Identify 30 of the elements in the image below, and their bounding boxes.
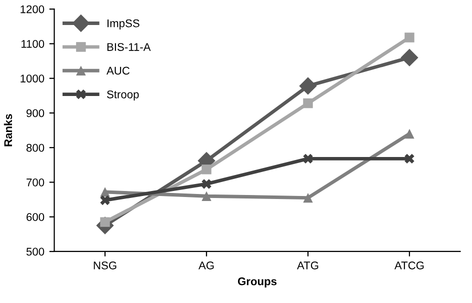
point <box>404 154 414 164</box>
legend-label: Stroop <box>107 90 139 101</box>
point <box>100 195 110 206</box>
point <box>202 164 212 174</box>
point <box>404 32 414 42</box>
y-tick-label: 900 <box>26 109 44 118</box>
point <box>400 48 418 66</box>
legend-label: AUC <box>106 66 130 75</box>
x-tick-label: AG <box>198 262 214 270</box>
y-tick-label: 700 <box>26 178 44 186</box>
point <box>303 192 313 203</box>
point <box>202 179 212 189</box>
y-tick-label: 500 <box>26 248 44 256</box>
y-axis-title: Ranks <box>4 114 12 146</box>
x-tick-label: ATCG <box>394 262 424 270</box>
x-tick-label: NSG <box>94 262 116 270</box>
x-tick-label: ATG <box>296 262 318 270</box>
point <box>303 154 313 164</box>
y-tick-label: 1100 <box>22 40 44 48</box>
point <box>299 77 317 95</box>
y-tick-label: 1000 <box>20 74 44 82</box>
legend-label: ImpSS <box>108 19 140 30</box>
point <box>404 128 414 139</box>
legend-label: BIS-11-A <box>107 43 151 51</box>
point <box>202 191 212 201</box>
y-tick-label: 1200 <box>20 5 44 14</box>
point <box>303 98 313 108</box>
y-tick-label: 800 <box>26 144 44 152</box>
x-axis-title: Groups <box>238 277 277 288</box>
y-tick-label: 600 <box>26 213 44 221</box>
